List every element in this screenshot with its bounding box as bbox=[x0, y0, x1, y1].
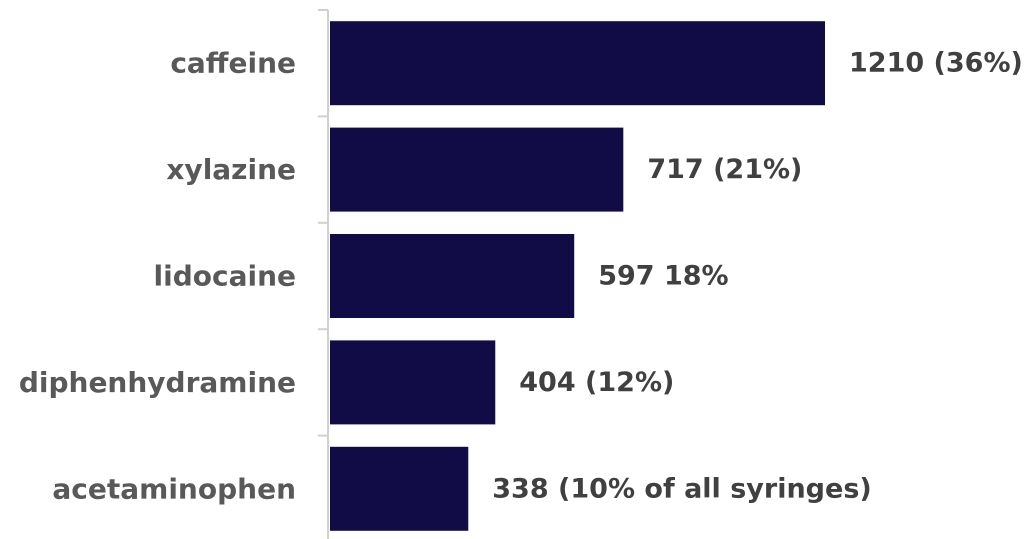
category-label-acetaminophen: acetaminophen bbox=[52, 472, 296, 505]
y-axis bbox=[318, 9, 329, 539]
category-label-lidocaine: lidocaine bbox=[154, 260, 297, 293]
data-label-acetaminophen: 338 (10% of all syringes) bbox=[492, 473, 871, 504]
bar-lidocaine bbox=[330, 234, 575, 318]
category-label-diphenhydramine: diphenhydramine bbox=[19, 366, 296, 399]
data-label-lidocaine: 597 18% bbox=[598, 261, 728, 292]
bar-diphenhydramine bbox=[330, 340, 496, 425]
bars bbox=[330, 21, 825, 531]
category-label-xylazine: xylazine bbox=[166, 153, 296, 186]
bar-caffeine bbox=[330, 21, 825, 106]
category-labels: caffeine xylazine lidocaine diphenhydramine… bbox=[19, 47, 296, 506]
bar-xylazine bbox=[330, 127, 624, 212]
data-labels: 1210 (36%) 717 (21%) 597 18% 404 (12%) 338 (… bbox=[492, 48, 1023, 505]
data-label-xylazine: 717 (21%) bbox=[647, 154, 802, 185]
category-label-caffeine: caffeine bbox=[170, 47, 296, 80]
bar-acetaminophen bbox=[330, 446, 469, 531]
data-label-diphenhydramine: 404 (12%) bbox=[519, 367, 674, 398]
data-label-caffeine: 1210 (36%) bbox=[849, 48, 1023, 79]
